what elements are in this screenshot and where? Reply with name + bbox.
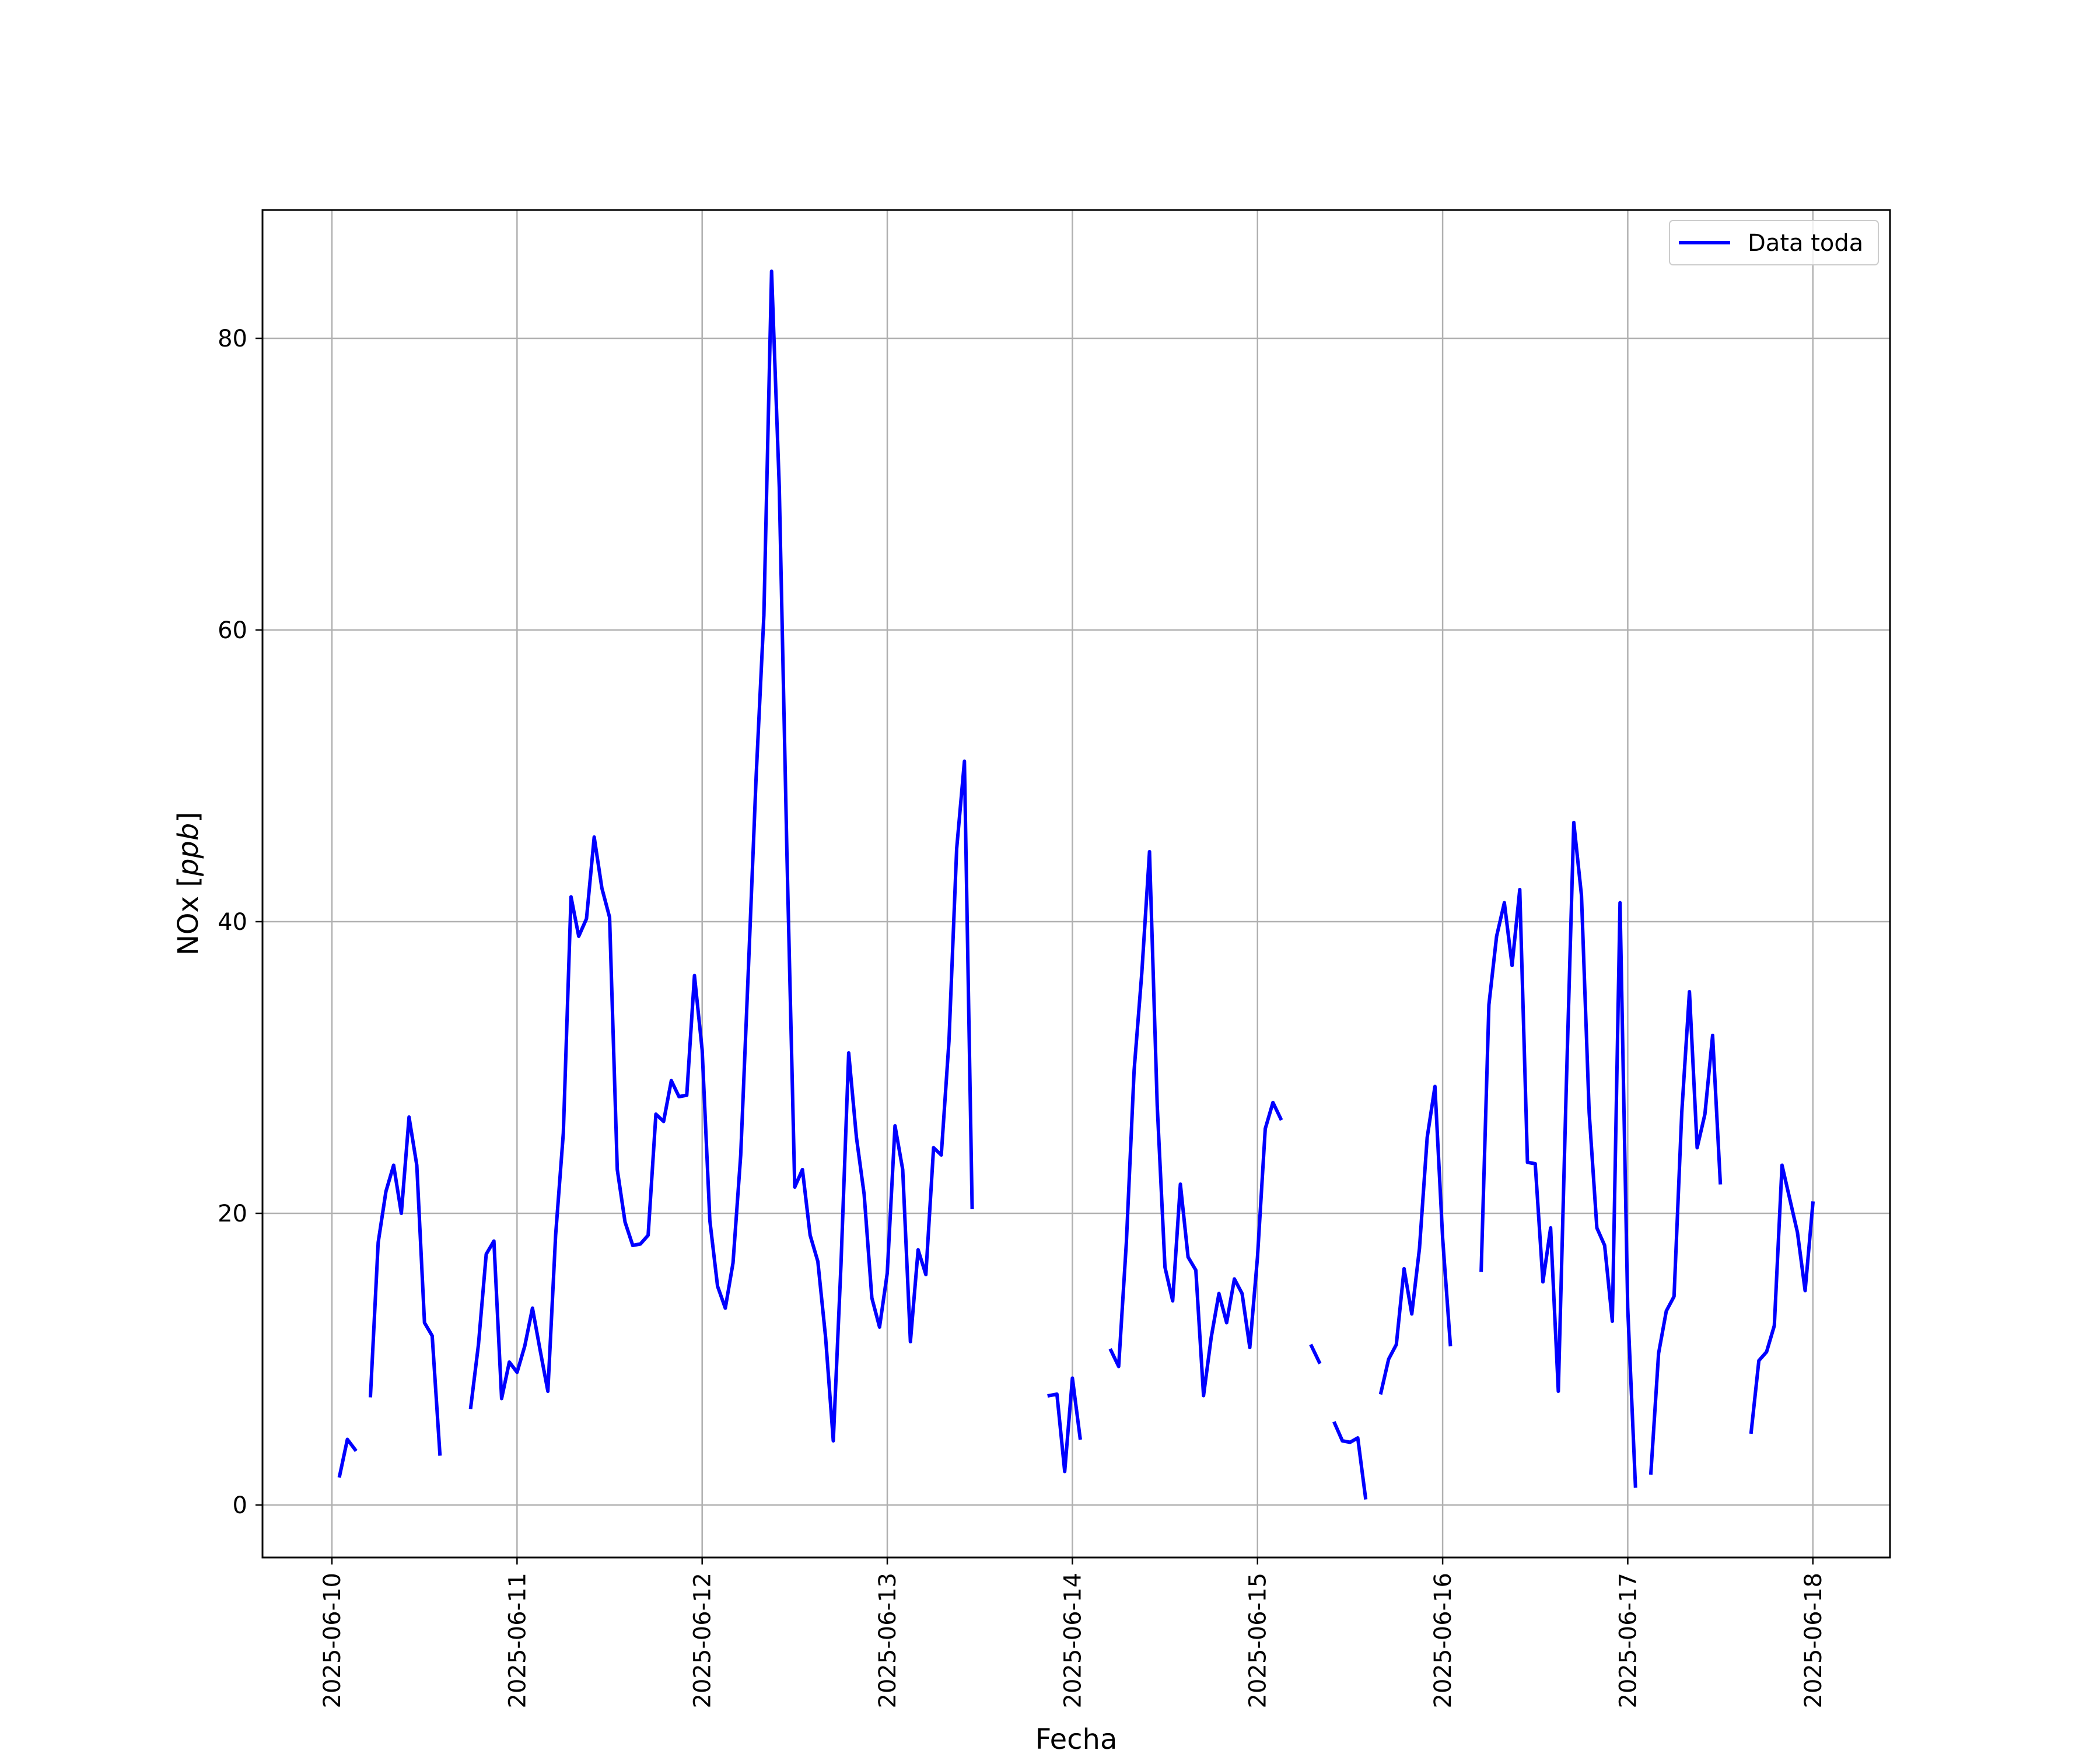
y-tick-label: 40 xyxy=(218,909,247,936)
x-axis-ticks: 2025-06-10 2025-06-11 2025-06-12 2025-06-13… xyxy=(319,1558,1827,1708)
y-tick-label: 20 xyxy=(218,1200,247,1227)
x-tick-label: 2025-06-13 xyxy=(874,1573,901,1708)
x-tick-label: 2025-06-18 xyxy=(1800,1573,1827,1708)
legend-box xyxy=(1669,220,1879,265)
plot-frame xyxy=(261,209,1891,1559)
x-tick-label: 2025-06-11 xyxy=(504,1573,531,1708)
x-tick-label: 2025-06-16 xyxy=(1430,1573,1457,1708)
grid-lines xyxy=(262,210,1890,1558)
series-layer xyxy=(337,270,1815,1500)
y-axis-ticks: 0 20 40 60 80 xyxy=(218,326,262,1519)
legend: Data toda xyxy=(1669,220,1879,265)
x-tick-label: 2025-06-12 xyxy=(690,1573,716,1708)
x-tick-label: 2025-06-17 xyxy=(1615,1573,1642,1708)
x-tick-label: 2025-06-10 xyxy=(319,1573,346,1708)
x-tick-label: 2025-06-14 xyxy=(1059,1573,1086,1708)
series-line-data-toda xyxy=(337,270,1815,1500)
y-tick-label: 60 xyxy=(218,617,247,644)
legend-label-data-toda: Data toda xyxy=(1748,230,1863,257)
y-axis-title: NOx [ppb] xyxy=(172,812,205,956)
y-tick-label: 0 xyxy=(233,1492,247,1519)
y-tick-label: 80 xyxy=(218,326,247,352)
x-axis-title: Fecha xyxy=(1035,1723,1118,1750)
x-tick-label: 2025-06-15 xyxy=(1245,1573,1272,1708)
